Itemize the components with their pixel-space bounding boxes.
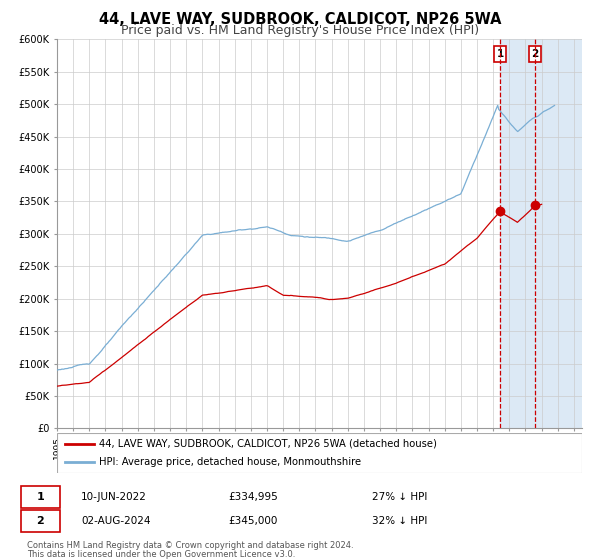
Text: 2: 2 [531, 49, 538, 59]
Text: Contains HM Land Registry data © Crown copyright and database right 2024.: Contains HM Land Registry data © Crown c… [27, 541, 353, 550]
Text: 44, LAVE WAY, SUDBROOK, CALDICOT, NP26 5WA: 44, LAVE WAY, SUDBROOK, CALDICOT, NP26 5… [99, 12, 501, 27]
Text: £334,995: £334,995 [228, 492, 278, 502]
Text: 1: 1 [37, 492, 44, 502]
Text: 10-JUN-2022: 10-JUN-2022 [81, 492, 147, 502]
Text: 02-AUG-2024: 02-AUG-2024 [81, 516, 151, 526]
Text: This data is licensed under the Open Government Licence v3.0.: This data is licensed under the Open Gov… [27, 550, 295, 559]
Bar [500, 39, 582, 428]
Text: 27% ↓ HPI: 27% ↓ HPI [372, 492, 427, 502]
Text: 2: 2 [37, 516, 44, 526]
Text: 1: 1 [497, 49, 504, 59]
Text: 32% ↓ HPI: 32% ↓ HPI [372, 516, 427, 526]
FancyBboxPatch shape [57, 433, 582, 473]
Text: £345,000: £345,000 [228, 516, 277, 526]
Text: 44, LAVE WAY, SUDBROOK, CALDICOT, NP26 5WA (detached house): 44, LAVE WAY, SUDBROOK, CALDICOT, NP26 5… [99, 439, 437, 449]
Text: HPI: Average price, detached house, Monmouthshire: HPI: Average price, detached house, Monm… [99, 458, 361, 467]
Text: Price paid vs. HM Land Registry's House Price Index (HPI): Price paid vs. HM Land Registry's House … [121, 24, 479, 36]
